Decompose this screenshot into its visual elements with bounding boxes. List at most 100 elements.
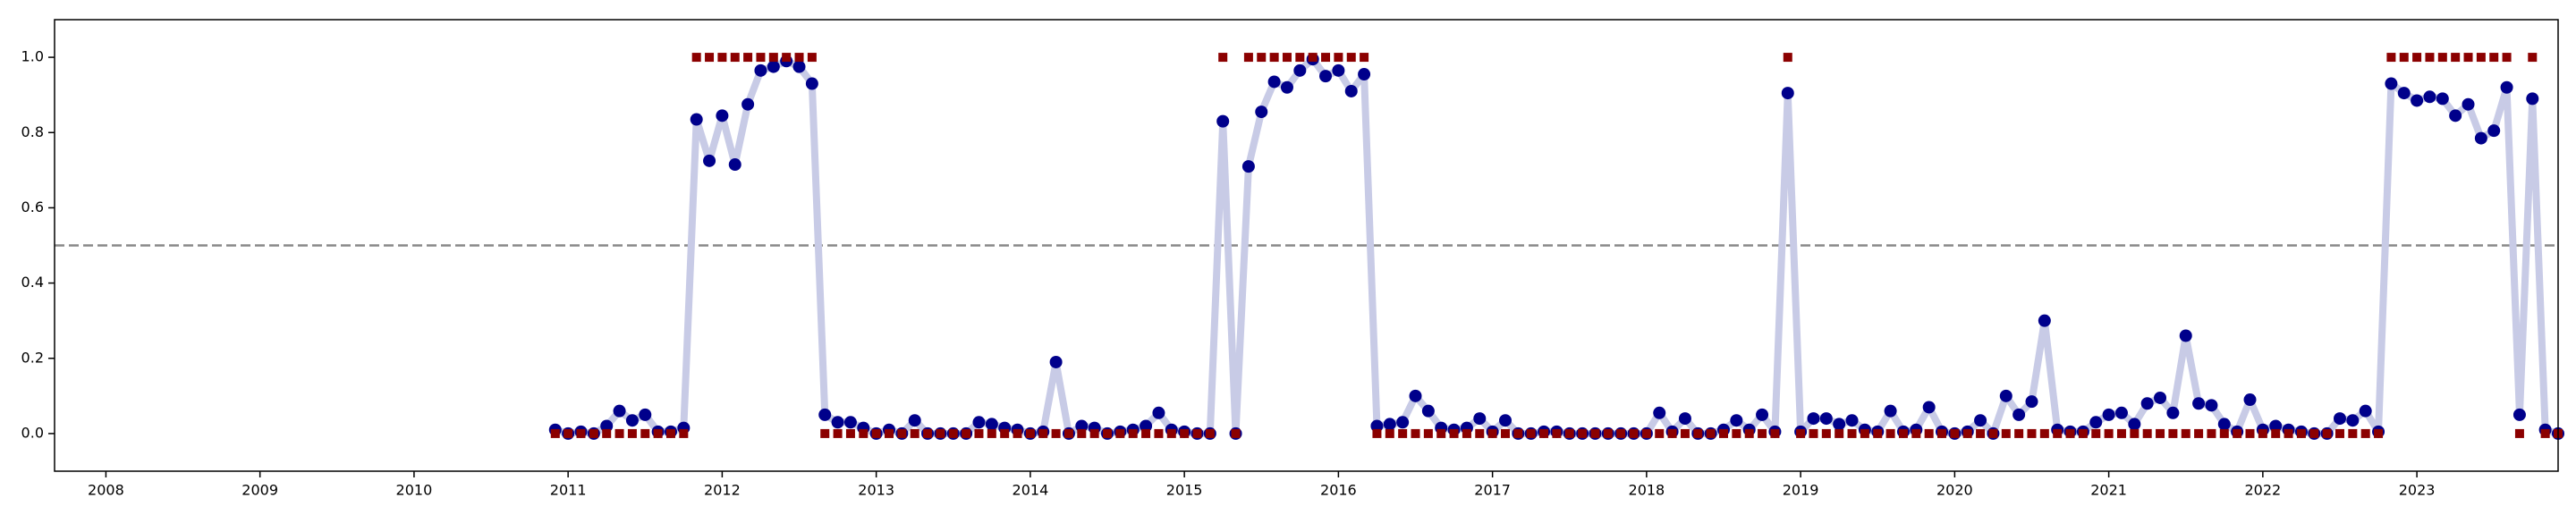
label-marker	[1796, 428, 1806, 438]
label-marker	[1885, 428, 1895, 438]
label-marker	[550, 428, 560, 438]
label-marker	[1911, 428, 1921, 438]
x-tick-label: 2016	[1320, 482, 1357, 499]
label-marker	[1063, 428, 1073, 438]
point	[1807, 412, 1820, 426]
label-marker	[1847, 428, 1857, 438]
label-marker	[1334, 53, 1343, 63]
point	[2526, 92, 2539, 106]
point	[2102, 408, 2115, 421]
point	[1781, 87, 1794, 100]
point	[1678, 412, 1691, 426]
label-marker	[2463, 53, 2473, 63]
label-marker	[1962, 428, 1972, 438]
label-marker	[2065, 428, 2075, 438]
label-marker	[743, 53, 753, 63]
label-marker	[807, 53, 817, 63]
label-marker	[1500, 428, 1510, 438]
label-marker	[1282, 53, 1292, 63]
point	[2436, 92, 2449, 106]
label-marker	[2104, 428, 2114, 438]
label-marker	[2233, 428, 2242, 438]
label-marker	[1205, 428, 1215, 438]
label-marker	[897, 428, 907, 438]
label-marker	[2540, 428, 2550, 438]
label-marker	[2027, 428, 2037, 438]
label-marker	[1038, 428, 1048, 438]
point	[2474, 131, 2487, 145]
x-tick-label: 2010	[396, 482, 433, 499]
label-marker	[871, 428, 881, 438]
label-marker	[1449, 428, 1459, 438]
label-marker	[1719, 428, 1728, 438]
label-marker	[1860, 428, 1869, 438]
label-marker	[2142, 428, 2152, 438]
point	[1267, 75, 1281, 89]
y-tick-label: 0.8	[21, 123, 44, 140]
label-marker	[1166, 428, 1176, 438]
label-marker	[717, 53, 727, 63]
label-marker	[602, 428, 612, 438]
label-marker	[2309, 428, 2319, 438]
label-marker	[2271, 428, 2281, 438]
y-tick-label: 0.2	[21, 349, 44, 366]
x-tick-label: 2022	[2245, 482, 2282, 499]
label-marker	[2168, 428, 2178, 438]
label-marker	[2437, 53, 2447, 63]
point	[2205, 399, 2218, 412]
label-marker	[1770, 428, 1780, 438]
label-marker	[768, 53, 778, 63]
label-marker	[1783, 53, 1792, 63]
label-marker	[2219, 428, 2229, 438]
label-marker	[705, 53, 715, 63]
label-marker	[2245, 428, 2255, 438]
point	[1653, 406, 1666, 419]
point	[1152, 406, 1165, 419]
point	[831, 416, 844, 429]
x-tick-label: 2019	[1783, 482, 1819, 499]
point	[1845, 414, 1859, 427]
label-marker	[1346, 53, 1356, 63]
label-marker	[589, 428, 598, 438]
label-marker	[2207, 428, 2216, 438]
x-tick-label: 2021	[2090, 482, 2127, 499]
label-marker	[1744, 428, 1754, 438]
label-marker	[859, 428, 869, 438]
label-marker	[833, 428, 843, 438]
label-marker	[2399, 53, 2409, 63]
point	[1293, 63, 1307, 77]
label-marker	[2502, 53, 2512, 63]
point	[1358, 68, 1371, 81]
point	[1498, 414, 1512, 427]
label-marker	[627, 428, 637, 438]
label-marker	[2425, 53, 2435, 63]
label-marker	[1629, 428, 1639, 438]
label-marker	[665, 428, 675, 438]
point	[2500, 80, 2513, 94]
label-marker	[1680, 428, 1690, 438]
label-marker	[1103, 428, 1113, 438]
point	[2449, 109, 2462, 122]
point	[1344, 84, 1358, 97]
label-marker	[1411, 428, 1420, 438]
label-marker	[987, 428, 996, 438]
point	[703, 154, 716, 167]
label-marker	[1873, 428, 1883, 438]
point	[2038, 314, 2051, 327]
label-marker	[1578, 428, 1588, 438]
point	[1819, 412, 1833, 426]
point	[625, 414, 639, 427]
label-marker	[2386, 53, 2396, 63]
label-marker	[1128, 428, 1138, 438]
point	[716, 109, 729, 122]
point	[1332, 63, 1345, 77]
label-marker	[1000, 428, 1010, 438]
x-tick-label: 2013	[858, 482, 894, 499]
label-marker	[1950, 428, 1960, 438]
label-marker	[1590, 428, 1600, 438]
label-marker	[2014, 428, 2024, 438]
label-marker	[1655, 428, 1665, 438]
point	[2423, 90, 2436, 104]
point	[2333, 412, 2346, 426]
label-marker	[1513, 428, 1523, 438]
